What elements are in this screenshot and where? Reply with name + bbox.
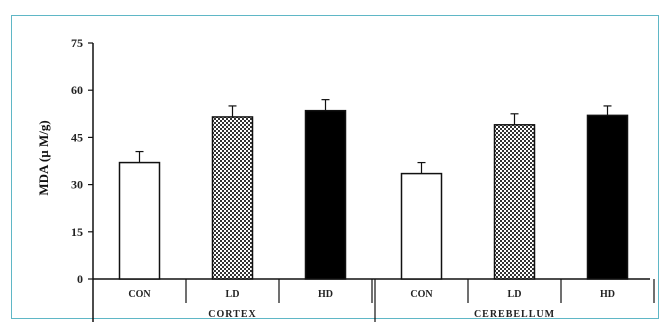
bar-cerebellum-hd xyxy=(586,114,629,280)
category-label: LD xyxy=(226,289,240,300)
category-label: CON xyxy=(128,289,151,300)
group-label-cerebellum: CEREBELLUM xyxy=(474,309,555,320)
category-label: HD xyxy=(600,289,615,300)
bar-cortex-con xyxy=(118,161,161,280)
group-label-cortex: CORTEX xyxy=(208,309,256,320)
y-tick-label: 75 xyxy=(71,36,83,50)
y-tick-label: 45 xyxy=(71,130,83,144)
bar-cerebellum-con xyxy=(400,172,443,280)
bar-cortex-ld xyxy=(211,116,254,280)
category-label: HD xyxy=(318,289,333,300)
category-label: CON xyxy=(410,289,433,300)
y-tick-label: 15 xyxy=(71,225,83,239)
y-tick-label: 30 xyxy=(71,178,83,192)
y-tick-label: 60 xyxy=(71,83,83,97)
y-tick-label: 0 xyxy=(77,272,83,286)
bar-cerebellum-ld xyxy=(493,124,536,280)
bar-cortex-hd xyxy=(304,109,347,280)
category-label: LD xyxy=(508,289,522,300)
y-axis-label: MDA (µ M/g) xyxy=(36,120,51,195)
